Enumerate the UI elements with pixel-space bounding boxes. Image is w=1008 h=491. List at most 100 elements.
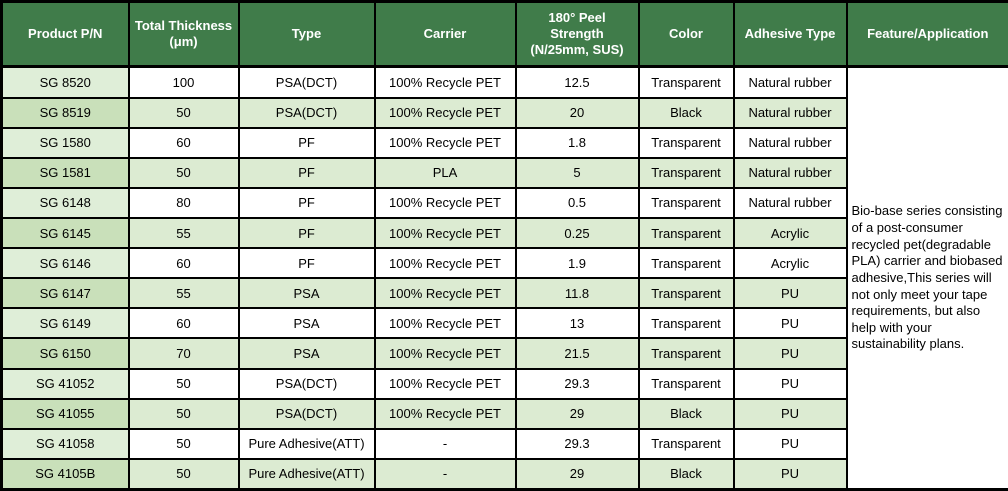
feature-text: Bio-base series consisting of a post-con… [851,203,1003,352]
adhesive-type-cell: Natural rubber [732,65,848,99]
carrier-cell: 100% Recycle PET [373,247,517,280]
type-cell: PSA(DCT) [237,96,376,129]
carrier-cell: PLA [373,156,517,189]
carrier-cell: 100% Recycle PET [373,367,517,400]
product-pn-cell: SG 6147 [0,277,130,310]
color-cell: Black [637,397,735,430]
table-row: SG 6146 60 PF 100% Recycle PET 1.9 Trans… [0,247,1008,280]
type-cell: PSA(DCT) [237,65,376,99]
peel-strength-cell: 0.25 [514,216,640,250]
product-pn-cell: SG 41055 [0,397,130,430]
product-pn-cell: SG 6145 [0,216,130,250]
table-row: SG 6150 70 PSA 100% Recycle PET 21.5 Tra… [0,337,1008,370]
peel-strength-cell: 1.9 [514,247,640,280]
thickness-cell: 55 [127,216,240,250]
type-cell: Pure Adhesive(ATT) [237,457,376,491]
color-cell: Transparent [637,156,735,189]
type-cell: Pure Adhesive(ATT) [237,427,376,460]
type-cell: PSA(DCT) [237,397,376,430]
color-cell: Transparent [637,65,735,99]
peel-strength-cell: 13 [514,307,640,340]
adhesive-type-cell: Acrylic [732,216,848,250]
table-row: SG 6145 55 PF 100% Recycle PET 0.25 Tran… [0,216,1008,250]
product-pn-cell: SG 6149 [0,307,130,340]
color-cell: Black [637,96,735,129]
color-cell: Transparent [637,216,735,250]
color-cell: Transparent [637,367,735,400]
thickness-cell: 50 [127,96,240,129]
thickness-cell: 70 [127,337,240,370]
peel-strength-cell: 29.3 [514,367,640,400]
color-cell: Transparent [637,126,735,159]
product-pn-cell: SG 41058 [0,427,130,460]
type-cell: PF [237,126,376,159]
type-cell: PF [237,216,376,250]
carrier-cell: - [373,457,517,491]
header-total-thickness: Total Thickness (μm) [127,0,240,69]
table-row: SG 4105B 50 Pure Adhesive(ATT) - 29 Blac… [0,457,1008,491]
product-pn-cell: SG 8520 [0,65,130,99]
thickness-cell: 50 [127,427,240,460]
adhesive-type-cell: Natural rubber [732,96,848,129]
carrier-cell: 100% Recycle PET [373,65,517,99]
color-cell: Transparent [637,337,735,370]
carrier-cell: 100% Recycle PET [373,307,517,340]
product-pn-cell: SG 41052 [0,367,130,400]
thickness-cell: 50 [127,156,240,189]
adhesive-type-cell: PU [732,457,848,491]
carrier-cell: 100% Recycle PET [373,126,517,159]
carrier-cell: 100% Recycle PET [373,397,517,430]
adhesive-type-cell: PU [732,427,848,460]
table-row: SG 6148 80 PF 100% Recycle PET 0.5 Trans… [0,186,1008,219]
header-adhesive-type: Adhesive Type [732,0,848,69]
type-cell: PF [237,156,376,189]
peel-strength-cell: 5 [514,156,640,189]
type-cell: PSA(DCT) [237,367,376,400]
color-cell: Transparent [637,186,735,219]
color-cell: Black [637,457,735,491]
header-color: Color [637,0,735,69]
peel-strength-cell: 1.8 [514,126,640,159]
type-cell: PF [237,186,376,219]
product-pn-cell: SG 6148 [0,186,130,219]
thickness-cell: 50 [127,457,240,491]
header-row: Product P/N Total Thickness (μm) Type Ca… [0,0,1008,69]
table-row: SG 1581 50 PF PLA 5 Transparent Natural … [0,156,1008,189]
header-carrier: Carrier [373,0,517,69]
thickness-cell: 50 [127,397,240,430]
adhesive-type-cell: PU [732,277,848,310]
product-pn-cell: SG 6146 [0,247,130,280]
product-pn-cell: SG 1581 [0,156,130,189]
peel-strength-cell: 12.5 [514,65,640,99]
feature-application-cell: Bio-base series consisting of a post-con… [845,65,1008,491]
table-row: SG 8520 100 PSA(DCT) 100% Recycle PET 12… [0,65,1008,491]
peel-strength-cell: 20 [514,96,640,129]
adhesive-type-cell: PU [732,307,848,340]
header-feature-application: Feature/Application [845,0,1008,69]
table-row: SG 6147 55 PSA 100% Recycle PET 11.8 Tra… [0,277,1008,310]
adhesive-type-cell: PU [732,367,848,400]
carrier-cell: 100% Recycle PET [373,277,517,310]
carrier-cell: 100% Recycle PET [373,216,517,250]
thickness-cell: 80 [127,186,240,219]
carrier-cell: 100% Recycle PET [373,186,517,219]
color-cell: Transparent [637,277,735,310]
table-row: SG 1580 60 PF 100% Recycle PET 1.8 Trans… [0,126,1008,159]
peel-strength-cell: 29.3 [514,427,640,460]
adhesive-type-cell: Acrylic [732,247,848,280]
thickness-cell: 100 [127,65,240,99]
carrier-cell: 100% Recycle PET [373,96,517,129]
thickness-cell: 60 [127,126,240,159]
type-cell: PSA [237,307,376,340]
peel-strength-cell: 0.5 [514,186,640,219]
header-type: Type [237,0,376,69]
color-cell: Transparent [637,247,735,280]
thickness-cell: 55 [127,277,240,310]
peel-strength-cell: 21.5 [514,337,640,370]
thickness-cell: 50 [127,367,240,400]
adhesive-type-cell: PU [732,397,848,430]
table-row: SG 41055 50 PSA(DCT) 100% Recycle PET 29… [0,397,1008,430]
thickness-cell: 60 [127,307,240,340]
header-product-pn: Product P/N [0,0,130,69]
